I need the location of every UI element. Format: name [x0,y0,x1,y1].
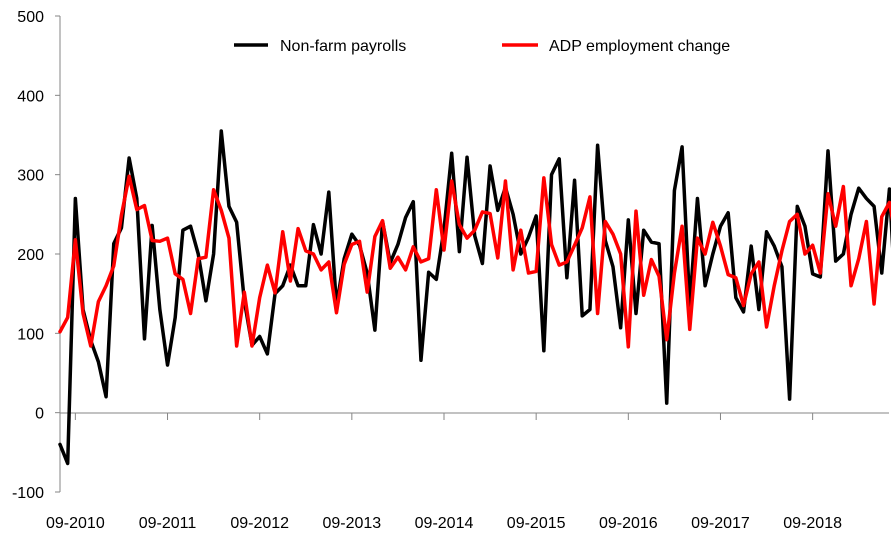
legend-label-adp: ADP employment change [549,38,730,55]
legend-item-adp: ADP employment change [502,38,730,55]
x-tick-label: 09-2015 [507,515,566,532]
y-axis: -100 0 100 200 300 400 500 [12,9,61,502]
y-tick-label: 200 [17,247,44,264]
x-tick-label: 09-2010 [46,515,105,532]
x-axis: 09-2010 09-2011 09-2012 09-2013 09-2014 09-20… [46,412,889,532]
legend: Non-farm payrolls ADP employment change [234,38,730,55]
y-tick-label: 500 [17,9,44,26]
y-tick-label: 400 [17,88,44,105]
y-tick-label: 100 [17,326,44,343]
x-tick-label: 09-2012 [230,515,289,532]
x-tick-label: 09-2017 [691,515,750,532]
y-tick-label: -100 [12,485,44,502]
legend-item-nonfarm: Non-farm payrolls [234,38,406,55]
series-line-adp-employment-change [58,174,891,349]
x-tick-label: 09-2018 [783,515,842,532]
x-tick-label: 09-2014 [415,515,474,532]
y-tick-label: 300 [17,168,44,185]
series-layer [58,129,891,466]
x-tick-label: 09-2013 [322,515,381,532]
x-tick-label: 09-2016 [599,515,658,532]
series-line-nonfarm-payrolls [58,129,891,466]
legend-label-nonfarm: Non-farm payrolls [280,38,406,55]
y-tick-label: 0 [35,406,44,423]
x-tick-label: 09-2011 [139,515,197,532]
